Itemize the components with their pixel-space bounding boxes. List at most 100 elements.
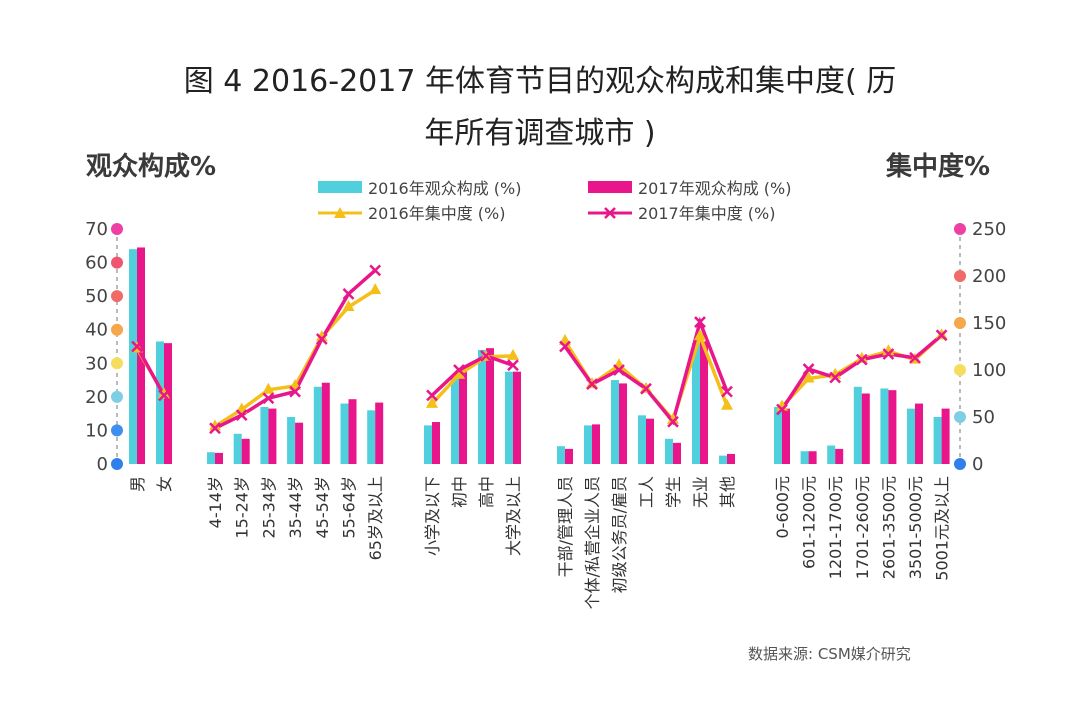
bar-2017-comp xyxy=(375,402,384,464)
point-2016-conc xyxy=(667,412,679,424)
bar-2016-comp xyxy=(719,455,727,464)
point-2016-conc xyxy=(507,348,519,360)
point-2017-conc xyxy=(559,340,571,353)
point-2016-conc xyxy=(209,419,221,431)
chart-title-line-1: 图 4 2016-2017 年体育节目的观众构成和集中度( 历 xyxy=(183,64,897,99)
point-2016-conc xyxy=(453,367,465,379)
bar-2016-comp xyxy=(424,425,432,464)
category-label: 无业 xyxy=(691,476,710,508)
bar-2016-comp xyxy=(557,446,565,464)
left-axis-tick-dot xyxy=(111,290,123,303)
point-2016-conc xyxy=(855,351,868,363)
point-2017-conc xyxy=(935,329,948,342)
point-2016-conc xyxy=(694,329,706,341)
point-2017-conc xyxy=(882,348,895,360)
right-axis-tick-label: 0 xyxy=(972,454,983,475)
category-label: 3501-5000元 xyxy=(906,476,925,579)
bar-2017-comp xyxy=(888,390,897,464)
point-2017-conc xyxy=(909,351,921,364)
left-axis-tick-dot xyxy=(111,458,123,470)
legend-label: 2017年集中度 (%) xyxy=(638,204,776,223)
left-axis-tick-label: 40 xyxy=(85,320,108,341)
right-axis-tick-dot xyxy=(954,364,966,376)
bar-2016-comp xyxy=(478,349,486,464)
point-2017-conc xyxy=(453,364,465,376)
bar-2017-comp xyxy=(592,424,600,464)
point-2017-conc xyxy=(640,382,652,395)
legend-label: 2016年集中度 (%) xyxy=(368,204,506,223)
point-2017-conc xyxy=(802,363,815,375)
bar-2017-comp xyxy=(915,403,923,464)
point-2016-conc xyxy=(613,358,625,370)
category-label: 大学及以上 xyxy=(504,476,523,556)
left-axis-tick-label: 10 xyxy=(85,420,108,441)
right-axis-tick-dot xyxy=(954,411,966,423)
category-label: 35-44岁 xyxy=(286,476,305,539)
bar-2017-comp xyxy=(727,453,735,464)
bar-2017-comp xyxy=(646,418,654,464)
category-label: 1201-1700元 xyxy=(826,476,845,579)
point-2017-conc xyxy=(289,385,301,398)
legend-label: 2017年观众构成 (%) xyxy=(638,179,792,198)
bar-2016-comp xyxy=(665,438,673,464)
point-2017-conc xyxy=(480,350,492,362)
category-label: 65岁及以上 xyxy=(366,476,385,560)
bar-2017-comp xyxy=(215,452,223,464)
bar-2017-comp xyxy=(241,438,250,464)
bar-2017-comp xyxy=(808,451,817,464)
right-axis-tick-label: 150 xyxy=(972,313,1006,334)
bar-2016-comp xyxy=(800,451,809,464)
category-label: 1701-2600元 xyxy=(853,476,872,579)
category-label: 4-14岁 xyxy=(206,476,225,528)
left-axis-tick-label: 70 xyxy=(85,219,108,240)
group-4: 0-600元 601-1200元 1201-1700元 1701-2600元 2601-… xyxy=(773,328,952,581)
bar-2017-comp xyxy=(782,408,790,464)
line-2016-conc xyxy=(430,354,514,406)
bar-2016-comp xyxy=(774,406,782,464)
point-2017-conc xyxy=(855,353,868,366)
point-2017-conc xyxy=(369,264,382,277)
right-axis-tick-label: 200 xyxy=(972,266,1006,287)
category-label: 女 xyxy=(155,476,174,492)
bar-2016-comp xyxy=(156,341,164,464)
category-label: 2601-3500元 xyxy=(879,476,898,579)
bar-2016-comp xyxy=(287,417,296,464)
point-2016-conc xyxy=(262,382,275,394)
point-2016-conc xyxy=(426,396,438,408)
bar-2016-comp xyxy=(933,417,942,464)
category-label: 初中 xyxy=(450,476,469,508)
bar-2016-comp xyxy=(827,445,836,464)
legend-swatch xyxy=(318,181,362,193)
left-axis-tick-label: 0 xyxy=(97,454,108,475)
right-axis-tick-dot xyxy=(954,317,966,329)
chart-title-line-2: 年所有调查城市 ) xyxy=(424,116,656,151)
bar-2017-comp xyxy=(700,341,708,464)
point-2016-conc xyxy=(721,398,733,410)
point-2017-conc xyxy=(586,378,598,390)
left-axis-tick-label: 60 xyxy=(85,253,108,274)
group-3: 干部/管理人员 个体/私营企业人员 初级公务员/雇员 工人 学生 无业 其他 xyxy=(556,316,737,609)
right-axis-tick-dot xyxy=(954,223,966,235)
bar-2017-comp xyxy=(164,343,172,464)
point-2016-conc xyxy=(315,330,328,342)
bar-2016-comp xyxy=(638,415,646,464)
point-2016-conc xyxy=(802,371,815,383)
point-2017-conc xyxy=(426,389,438,402)
point-2016-conc xyxy=(369,283,382,295)
category-label: 小学及以下 xyxy=(423,476,442,556)
legend-swatch xyxy=(588,181,632,193)
bar-2017-comp xyxy=(295,422,304,464)
point-2017-conc xyxy=(694,316,706,328)
point-2017-conc xyxy=(158,389,170,402)
point-2017-conc xyxy=(721,385,733,398)
right-axis-tick-label: 50 xyxy=(972,407,995,428)
bar-2016-comp xyxy=(207,452,215,464)
left-axis-tick-dot xyxy=(111,323,123,336)
category-label: 男 xyxy=(128,476,147,492)
right-axis-tick-label: 250 xyxy=(972,219,1006,240)
legend-label: 2016年观众构成 (%) xyxy=(368,179,522,198)
right-axis-tick-dot xyxy=(954,458,966,470)
bar-2016-comp xyxy=(367,410,376,464)
bar-2016-comp xyxy=(340,403,349,464)
